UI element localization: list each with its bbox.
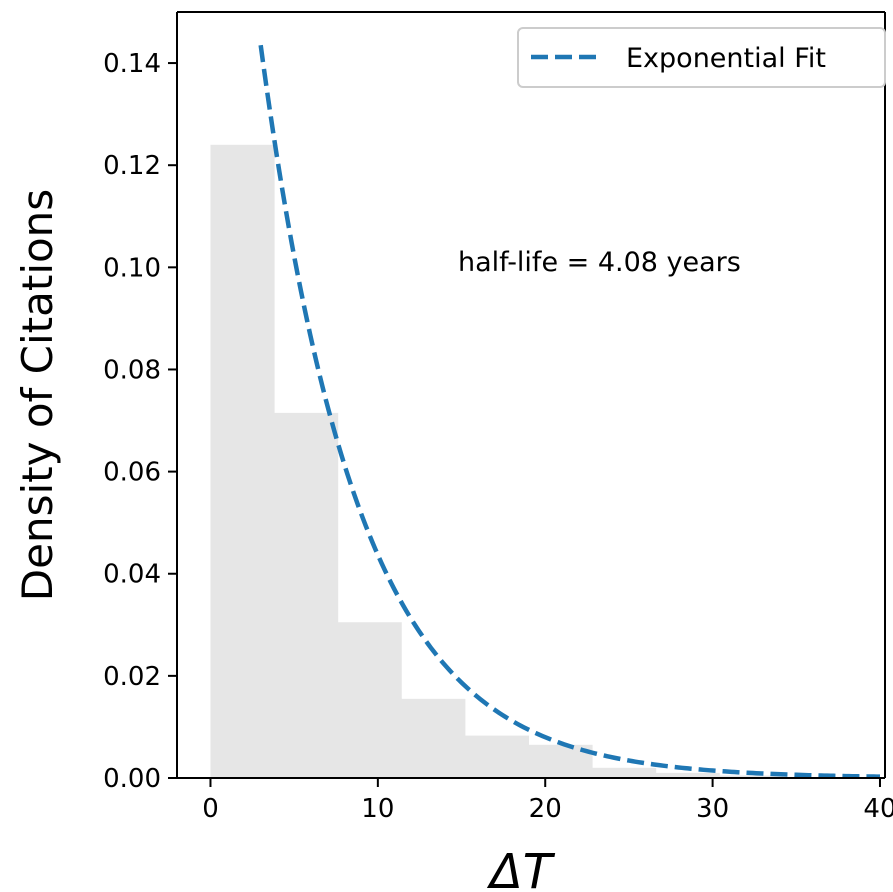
- y-tick-label: 0.04: [103, 560, 161, 590]
- histogram-bar: [592, 767, 657, 778]
- histogram-bar: [655, 772, 720, 778]
- y-tick-label: 0.02: [103, 662, 161, 692]
- x-ticks: 0 10 20 30 40: [202, 778, 893, 824]
- x-tick-label: 20: [529, 794, 562, 824]
- axes: [176, 11, 886, 779]
- y-tick-label: 0.08: [103, 355, 161, 385]
- x-tick-label: 30: [696, 794, 729, 824]
- y-tick-label: 0.06: [103, 458, 161, 488]
- x-tick-label: 40: [863, 794, 893, 824]
- x-tick-label: 0: [202, 794, 219, 824]
- y-tick-label: 0.00: [103, 764, 161, 794]
- exponential-fit-line: [258, 44, 881, 779]
- histogram-bar: [719, 775, 784, 778]
- y-ticks: 0.00 0.02 0.04 0.06 0.08 0.10 0.12 0.14: [103, 49, 177, 794]
- y-tick-label: 0.12: [103, 151, 161, 181]
- legend-label-exponential-fit: Exponential Fit: [626, 43, 826, 74]
- histogram-bar: [210, 144, 275, 779]
- legend: Exponential Fit: [517, 27, 886, 88]
- y-tick-label: 0.10: [103, 253, 161, 283]
- histogram-bar: [464, 735, 529, 778]
- legend-box: [517, 27, 886, 88]
- histogram-bar: [337, 622, 402, 778]
- histogram-bar: [274, 412, 339, 778]
- y-axis-label: Density of Citations: [13, 189, 62, 601]
- histogram-bars: [210, 144, 848, 779]
- x-axis-label: ΔT: [486, 844, 556, 892]
- x-tick-label: 10: [361, 794, 394, 824]
- half-life-annotation: half-life = 4.08 years: [458, 247, 741, 278]
- histogram-bar: [401, 698, 466, 778]
- y-tick-label: 0.14: [103, 49, 161, 79]
